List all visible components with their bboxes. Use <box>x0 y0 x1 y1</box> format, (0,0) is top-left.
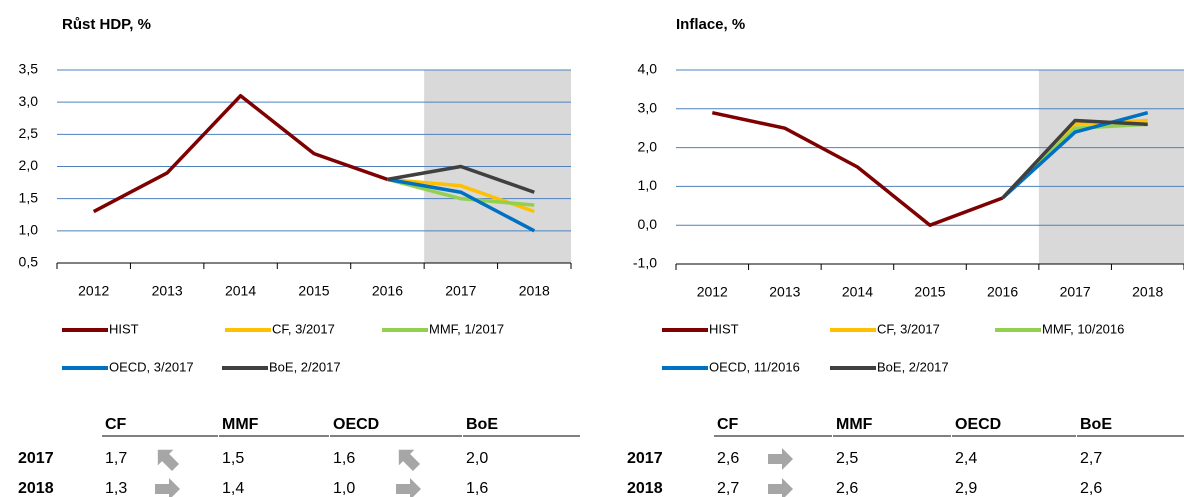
chart-title: Růst HDP, % <box>62 16 151 33</box>
table-cell: 1,0 <box>333 480 355 497</box>
y-tick-label: 3,5 <box>19 61 39 77</box>
row-label: 2017 <box>18 450 54 467</box>
y-tick-label: 1,5 <box>19 189 39 205</box>
arrow-up-left <box>157 449 180 472</box>
legend-label: BoE, 2/2017 <box>269 359 341 374</box>
legend-label: OECD, 11/2016 <box>709 359 800 374</box>
x-tick-label: 2017 <box>1060 284 1091 300</box>
table-cell: 2,6 <box>1080 480 1102 497</box>
legend-label: CF, 3/2017 <box>877 321 940 336</box>
arrow-up-left <box>398 449 421 472</box>
legend-label: MMF, 10/2016 <box>1042 321 1124 336</box>
table-cell: 2,5 <box>836 450 858 467</box>
row-label: 2018 <box>18 480 54 497</box>
series-line <box>1001 110 1149 200</box>
table-header: BoE <box>1080 416 1112 433</box>
legend-label: CF, 3/2017 <box>272 321 335 336</box>
table-cell: 2,9 <box>955 480 977 497</box>
table-header: CF <box>717 416 739 433</box>
x-tick-label: 2014 <box>225 283 256 299</box>
y-tick-label: 1,0 <box>19 222 39 238</box>
row-label: 2017 <box>627 450 663 467</box>
table-header: OECD <box>333 416 379 433</box>
series-line <box>92 93 389 214</box>
table-cell: 2,4 <box>955 450 977 467</box>
legend-label: MMF, 1/2017 <box>429 321 504 336</box>
legend-label: HIST <box>109 321 139 336</box>
y-tick-label: 3,0 <box>638 100 658 116</box>
table-cell: 1,7 <box>105 450 127 467</box>
x-tick-label: 2018 <box>519 283 550 299</box>
table-header: BoE <box>466 416 498 433</box>
series-line <box>387 177 536 233</box>
y-tick-label: 2,0 <box>19 157 39 173</box>
y-tick-label: 0,0 <box>638 216 658 232</box>
table-cell: 2,7 <box>717 480 739 497</box>
x-tick-label: 2012 <box>697 284 728 300</box>
table-header: MMF <box>222 416 259 433</box>
table-cell: 1,3 <box>105 480 127 497</box>
arrows <box>155 448 793 497</box>
x-tick-label: 2015 <box>914 284 945 300</box>
table-header: OECD <box>955 416 1001 433</box>
y-tick-label: 2,5 <box>19 125 39 141</box>
arrow-right <box>768 478 793 497</box>
y-tick-label: 2,0 <box>638 138 658 154</box>
series-line <box>1001 118 1148 200</box>
legend-label: OECD, 3/2017 <box>109 359 194 374</box>
table-cell: 2,0 <box>466 450 488 467</box>
legend-label: BoE, 2/2017 <box>877 359 949 374</box>
x-tick-label: 2012 <box>78 283 109 299</box>
series-line <box>386 177 535 207</box>
table-cell: 1,5 <box>222 450 244 467</box>
x-tick-label: 2014 <box>842 284 873 300</box>
table-header: CF <box>105 416 127 433</box>
y-tick-label: 0,5 <box>19 254 39 270</box>
table-cell: 1,4 <box>222 480 244 497</box>
x-tick-label: 2017 <box>445 283 476 299</box>
y-tick-label: 1,0 <box>638 177 658 193</box>
x-tick-label: 2015 <box>298 283 329 299</box>
x-tick-label: 2016 <box>372 283 403 299</box>
table-cell: 1,6 <box>466 480 488 497</box>
y-tick-label: -1,0 <box>633 255 657 271</box>
x-tick-label: 2018 <box>1132 284 1163 300</box>
chart-title: Inflace, % <box>676 16 745 33</box>
legend-label: HIST <box>709 321 739 336</box>
x-tick-label: 2013 <box>152 283 183 299</box>
table-cell: 2,6 <box>717 450 739 467</box>
table-header: MMF <box>836 416 873 433</box>
arrow-right <box>155 478 180 497</box>
y-tick-label: 4,0 <box>638 61 658 77</box>
row-label: 2018 <box>627 480 663 497</box>
x-tick-label: 2016 <box>987 284 1018 300</box>
y-tick-label: 3,0 <box>19 93 39 109</box>
table-cell: 1,6 <box>333 450 355 467</box>
series-line <box>387 164 535 194</box>
arrow-right <box>768 448 793 470</box>
table-cell: 2,6 <box>836 480 858 497</box>
table-cell: 2,7 <box>1080 450 1102 467</box>
series-line <box>711 110 1004 227</box>
x-tick-label: 2013 <box>769 284 800 300</box>
forecast-shade <box>1038 70 1184 264</box>
arrow-right <box>396 478 421 497</box>
